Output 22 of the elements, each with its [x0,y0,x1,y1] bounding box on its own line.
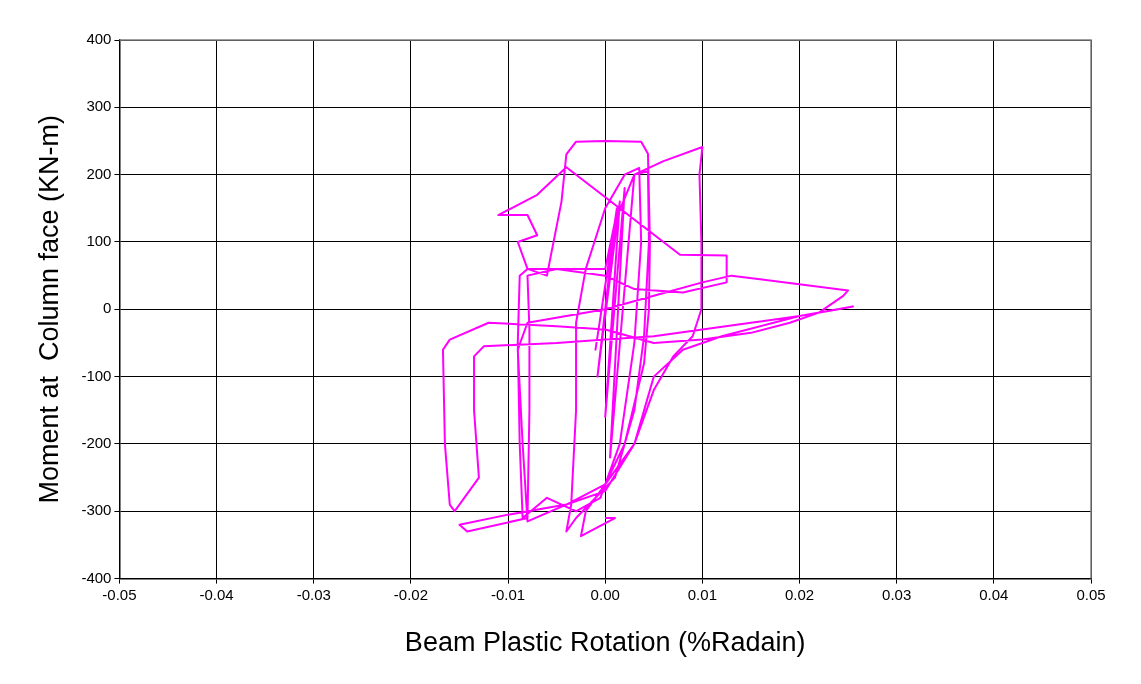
x-tick-label: -0.02 [393,585,428,603]
y-tick-label: 400 [86,30,112,48]
y-tick-label: 200 [86,164,112,182]
x-tick-label: -0.05 [102,585,137,603]
x-tick-label: 0.02 [784,585,815,603]
y-tick-label: -200 [81,434,112,452]
x-tick-label: 0.01 [687,585,717,603]
x-axis-title: Beam Plastic Rotation (%Radain) [404,627,806,658]
x-tick-label: -0.04 [199,585,234,603]
x-tick-label: 0.00 [590,585,620,603]
x-tick-label: 0.05 [1076,585,1106,603]
y-tick-label: 300 [86,97,112,115]
x-tick-label: 0.03 [882,585,912,603]
y-axis-title: Moment at Column face (KN-m) [33,115,64,504]
y-tick-label: -400 [81,568,112,586]
y-tick-label: 100 [86,232,112,250]
y-tick-label: 0 [103,299,112,317]
x-tick-label: 0.04 [979,585,1009,603]
x-tick-label: -0.01 [490,585,526,603]
y-tick-label: -100 [81,366,112,384]
x-tick-label: -0.03 [296,585,331,603]
y-tick-label: -300 [81,501,112,519]
